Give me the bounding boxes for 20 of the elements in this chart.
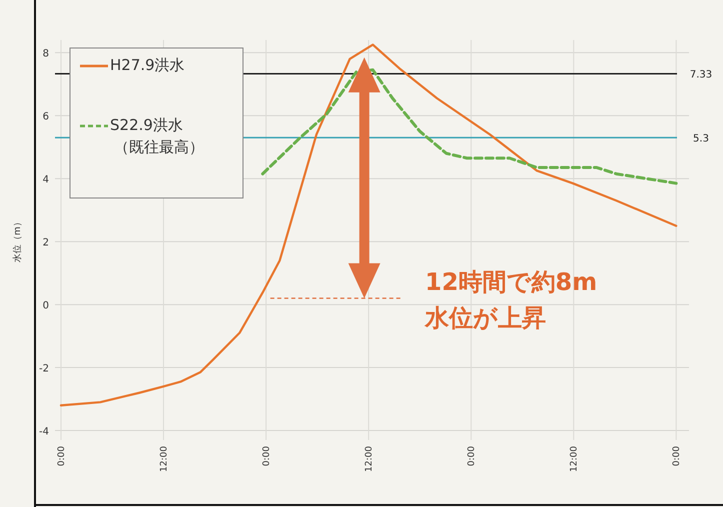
- y-tick-label: 0: [42, 300, 49, 312]
- x-tick-label: 0:00: [262, 446, 272, 466]
- x-tick-label: 0:00: [56, 446, 67, 466]
- x-tick-label: 0:00: [467, 446, 478, 466]
- legend-label: S22.9洪水（既往最高）: [110, 116, 204, 156]
- annotation: 12時間で約8m 水位が上昇: [424, 268, 598, 332]
- ref-line-label: 7.33: [690, 70, 712, 81]
- ref-line-label: 5.3: [693, 134, 709, 145]
- y-tick-label: -2: [39, 364, 49, 375]
- x-tick-label: 12:00: [364, 446, 375, 472]
- y-tick-label: -4: [39, 426, 49, 438]
- x-tick-label: 12:00: [570, 446, 580, 472]
- y-tick-label: 6: [42, 112, 49, 123]
- x-tick-label: 0:00: [672, 446, 682, 466]
- x-tick-label: 12:00: [160, 446, 170, 472]
- y-axis-title: 水位（m）: [12, 218, 23, 262]
- y-tick-label: 8: [42, 48, 49, 60]
- y-tick-label: 4: [42, 174, 49, 186]
- y-tick-label: 2: [42, 238, 49, 249]
- legend-label: H27.9洪水: [110, 56, 185, 74]
